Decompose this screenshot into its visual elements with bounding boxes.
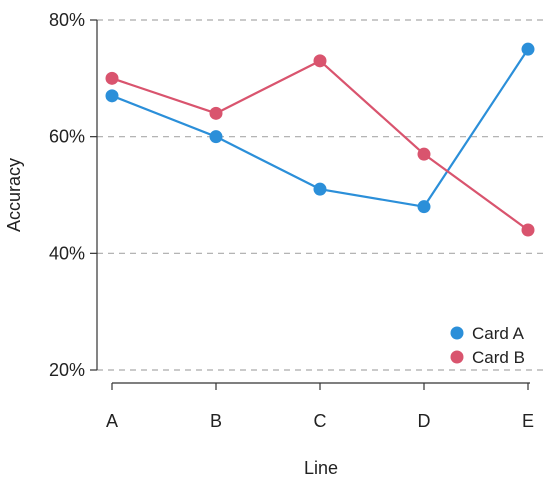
data-point xyxy=(105,89,119,103)
axes xyxy=(96,20,530,384)
legend-label: Card B xyxy=(472,348,525,367)
data-point xyxy=(417,147,431,161)
data-point xyxy=(313,54,327,68)
x-tick-label: A xyxy=(106,411,118,431)
legend: Card A Card B xyxy=(450,324,525,367)
y-axis-ticks: 20% 40% 60% 80% xyxy=(49,10,97,380)
x-tick-label: B xyxy=(210,411,222,431)
y-tick-label: 40% xyxy=(49,243,85,263)
data-point xyxy=(521,42,535,56)
legend-marker xyxy=(450,350,464,364)
y-tick-label: 80% xyxy=(49,10,85,30)
legend-marker xyxy=(450,326,464,340)
gridlines xyxy=(97,19,545,371)
y-axis-title: Accuracy xyxy=(4,158,24,232)
series-group xyxy=(105,42,535,237)
data-point xyxy=(209,130,223,144)
data-point xyxy=(417,200,431,214)
x-tick-label: D xyxy=(418,411,431,431)
y-tick-label: 20% xyxy=(49,360,85,380)
x-axis-title: Line xyxy=(304,458,338,478)
x-tick-label: E xyxy=(522,411,534,431)
x-axis-ticks: A B C D E xyxy=(106,383,534,431)
data-point xyxy=(209,106,223,120)
legend-label: Card A xyxy=(472,324,525,343)
data-point xyxy=(105,71,119,85)
y-tick-label: 60% xyxy=(49,127,85,147)
x-tick-label: C xyxy=(314,411,327,431)
data-point xyxy=(313,182,327,196)
data-point xyxy=(521,223,535,237)
